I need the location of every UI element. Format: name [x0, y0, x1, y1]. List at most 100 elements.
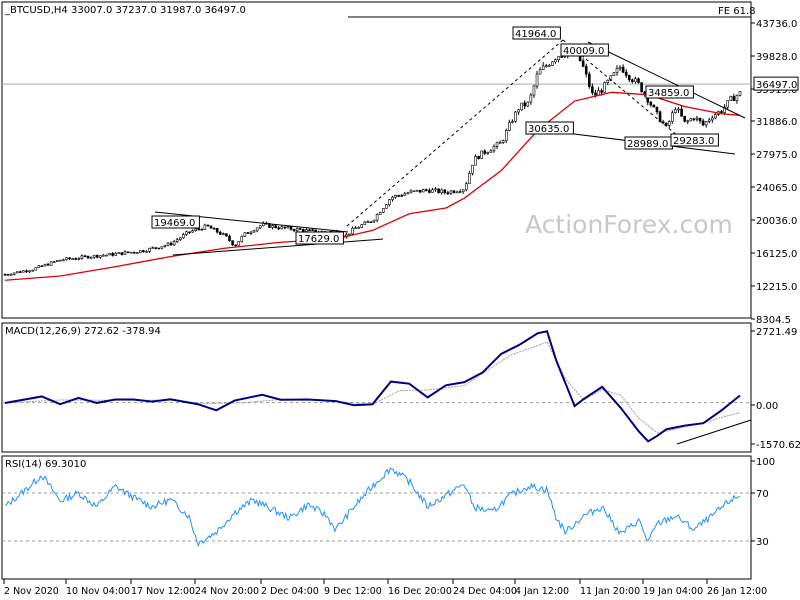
axis-layer: 43736.039828.035919.031886.027975.024065… [3, 19, 800, 597]
candle-body [135, 252, 139, 254]
time-tick-label: 2 Dec 04:00 [261, 586, 319, 597]
wedge-upper-trendline [587, 41, 746, 119]
candle-body [631, 79, 634, 83]
candle-body [738, 91, 742, 96]
rsi-layer [2, 467, 751, 548]
candle-body [37, 265, 41, 268]
candle-body [661, 121, 665, 124]
candle-body [480, 150, 483, 160]
candle-body [446, 192, 450, 194]
candle-body [458, 191, 462, 193]
candle-body [621, 66, 625, 73]
candle-body [71, 258, 74, 260]
candle-body [486, 152, 490, 154]
candle-body [255, 227, 259, 232]
candle-body [520, 102, 523, 111]
candle-body [489, 150, 493, 153]
candle-body [89, 256, 93, 259]
macd-panel-frame [1, 322, 752, 453]
candle-body [508, 122, 511, 131]
candle-body [354, 227, 357, 230]
candle-body [126, 251, 130, 254]
candle-body [191, 230, 194, 233]
candle-body [369, 221, 373, 223]
time-tick-label: 19 Jan 04:00 [643, 586, 703, 597]
price-annotation: 30635.0 [525, 121, 574, 135]
time-tick-label: 24 Nov 20:00 [195, 586, 259, 597]
annotation-box [525, 121, 574, 135]
candle-body [538, 69, 542, 75]
candle-body [597, 90, 600, 96]
candle-body [114, 253, 118, 256]
candle-body [237, 241, 241, 246]
macd-label: MACD(12,26,9) 272.62 -378.94 [5, 326, 161, 337]
candle-body [594, 92, 597, 96]
candle-body [677, 108, 680, 111]
candle-body [9, 274, 13, 276]
rsi-tick-label: 70 [756, 489, 769, 500]
candle-body [701, 120, 705, 126]
candle-body [123, 251, 127, 255]
candle-body [468, 173, 471, 184]
triangle-lower-trendline [172, 238, 384, 256]
candle-body [548, 65, 551, 67]
candle-body [286, 226, 290, 229]
time-tick-label: 24 Dec 04:00 [453, 586, 517, 597]
candle-body [634, 78, 637, 83]
candle-body [83, 255, 87, 258]
macd-tick-label: 2721.49 [756, 327, 797, 338]
candle-body [511, 121, 514, 123]
candle-body [449, 190, 453, 194]
candle-body [65, 257, 68, 261]
macd-tick-label: -1570.62 [756, 440, 800, 451]
price-tick-label: 16125.0 [756, 249, 797, 260]
price-annotation: 28989.0 [624, 136, 673, 150]
fe-618-label: FE 61.8 [718, 6, 756, 17]
candle-body [234, 244, 237, 247]
candle-body [551, 61, 554, 66]
candle-body [735, 95, 739, 101]
watermark: ActionForex.com [525, 210, 733, 239]
candle-body [421, 189, 425, 193]
rsi-label: RSI(14) 69.3010 [5, 459, 86, 470]
candle-body [409, 190, 413, 194]
macd-divergence-trendline [676, 419, 752, 445]
candle-body [588, 73, 591, 87]
candle-body [271, 225, 274, 228]
candle-body [600, 90, 603, 93]
candle-body [655, 106, 659, 113]
candle-body [394, 195, 397, 198]
current-price-text: 36497.0 [756, 80, 797, 91]
candle-body [200, 228, 204, 231]
candle-body [591, 86, 594, 94]
candle-body [302, 229, 305, 232]
price-tick-label: 39828.0 [756, 52, 797, 63]
candle-body [209, 225, 213, 229]
candle-body [366, 221, 370, 223]
candle-body [618, 66, 622, 69]
candle-body [218, 231, 222, 235]
candle-body [640, 82, 643, 93]
candle-body [348, 233, 351, 236]
candle-body [612, 72, 616, 76]
annotation-box [151, 215, 200, 229]
price-annotation: 40009.0 [560, 43, 609, 57]
candle-body [77, 258, 81, 260]
candle-body [455, 191, 459, 194]
candle-body [523, 102, 527, 107]
candle-body [308, 229, 311, 231]
annotation-box [670, 133, 719, 147]
candle-body [298, 228, 302, 230]
candle-body [529, 94, 533, 103]
candle-body [166, 242, 170, 246]
candle-body [686, 120, 690, 123]
candle-body [415, 189, 419, 192]
candle-body [22, 270, 25, 273]
candle-body [40, 265, 44, 268]
candle-body [311, 229, 314, 231]
price-tick-label: 31886.0 [756, 117, 797, 128]
candle-body [74, 258, 78, 260]
candle-body [501, 140, 505, 143]
candle-body [151, 247, 154, 249]
